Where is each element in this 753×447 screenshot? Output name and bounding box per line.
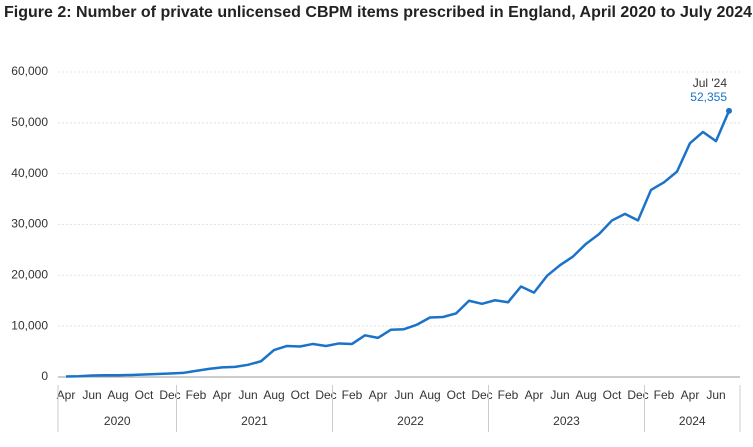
x-tick-label: Dec — [159, 388, 180, 402]
x-tick-label: Jun — [706, 388, 725, 402]
y-tick-label: 20,000 — [11, 268, 48, 282]
x-tick-label: Oct — [447, 388, 466, 402]
x-tick-label: Feb — [342, 388, 363, 402]
y-tick-label: 0 — [41, 369, 48, 383]
x-tick-label: Dec — [471, 388, 492, 402]
x-group-label: 2024 — [679, 414, 706, 428]
x-tick-label: Apr — [681, 388, 700, 402]
x-tick-label: Jun — [238, 388, 257, 402]
x-tick-label: Aug — [419, 388, 440, 402]
x-tick-label: Jun — [394, 388, 413, 402]
x-tick-label: Oct — [291, 388, 310, 402]
x-group-label: 2021 — [241, 414, 268, 428]
x-tick-label: Aug — [575, 388, 596, 402]
annotation-label: Jul '24 — [693, 76, 728, 90]
x-tick-label: Feb — [654, 388, 675, 402]
x-tick-label: Jun — [82, 388, 101, 402]
x-tick-label: Dec — [315, 388, 336, 402]
line-series — [65, 110, 731, 378]
x-tick-label: Feb — [498, 388, 519, 402]
y-tick-label: 60,000 — [11, 64, 48, 78]
x-tick-label: Oct — [135, 388, 154, 402]
x-group-label: 2023 — [553, 414, 580, 428]
x-tick-label: Jun — [550, 388, 569, 402]
y-tick-label: 40,000 — [11, 166, 48, 180]
chart-title: Figure 2: Number of private unlicensed C… — [4, 4, 752, 21]
y-tick-label: 10,000 — [11, 318, 48, 332]
x-tick-label: Feb — [186, 388, 207, 402]
y-tick-label: 50,000 — [11, 115, 48, 129]
x-tick-label: Apr — [57, 388, 76, 402]
x-group-label: 2020 — [104, 414, 131, 428]
y-tick-label: 30,000 — [11, 217, 48, 231]
x-tick-label: Dec — [627, 388, 648, 402]
x-tick-label: Oct — [603, 388, 622, 402]
x-tick-label: Aug — [263, 388, 284, 402]
x-tick-label: Apr — [525, 388, 544, 402]
x-tick-label: Aug — [107, 388, 128, 402]
x-tick-label: Apr — [213, 388, 232, 402]
x-tick-label: Apr — [369, 388, 388, 402]
annotation-value: 52,355 — [690, 90, 727, 104]
x-group-label: 2022 — [397, 414, 424, 428]
end-point — [726, 107, 732, 114]
